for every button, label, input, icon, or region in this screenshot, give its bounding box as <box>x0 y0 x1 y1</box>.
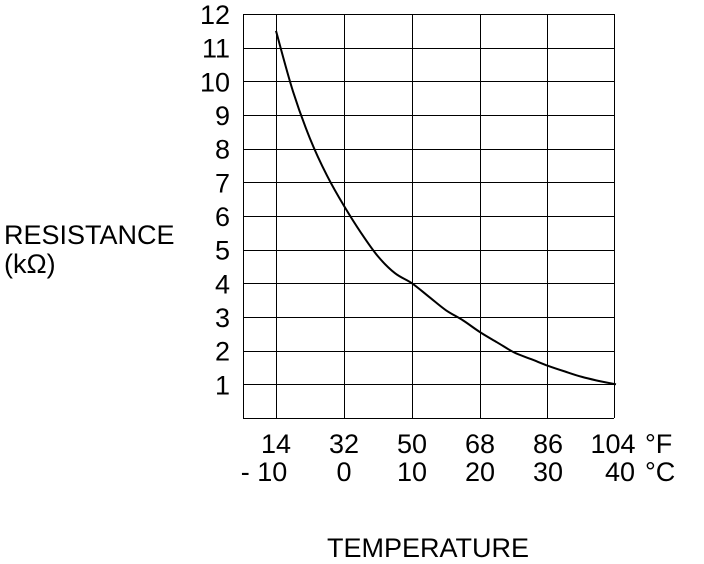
y-tick-label: 4 <box>215 269 230 299</box>
x-tick-label-f: 50 <box>397 429 427 459</box>
x-tick-label-c: 30 <box>533 457 563 487</box>
x-tick-label-c: 10 <box>397 457 427 487</box>
x-tick-label-c: 40 <box>605 457 635 487</box>
y-tick-label: 6 <box>215 202 230 232</box>
x-tick-label-f: 14 <box>261 429 291 459</box>
x-unit-celsius: °C <box>645 457 675 487</box>
resistance-curve <box>275 30 617 386</box>
chart-grid <box>243 14 615 419</box>
y-tick-label: 2 <box>215 337 230 367</box>
y-tick-label: 9 <box>215 101 230 131</box>
y-tick-label: 11 <box>202 34 230 64</box>
x-tick-label-f: 104 <box>590 429 635 459</box>
y-axis-unit: (kΩ) <box>4 249 56 279</box>
y-tick-label: 1 <box>215 370 230 400</box>
x-axis-title: TEMPERATURE <box>327 533 529 563</box>
x-tick-label-f: 86 <box>533 429 563 459</box>
x-unit-fahrenheit: °F <box>645 429 672 459</box>
x-tick-label-f: 68 <box>465 429 495 459</box>
x-tick-label-f: 32 <box>329 429 359 459</box>
y-tick-label: 7 <box>215 168 230 198</box>
y-tick-label: 5 <box>215 236 230 266</box>
x-tick-label-c: 20 <box>465 457 495 487</box>
y-tick-label: 10 <box>200 67 230 97</box>
y-tick-label: 8 <box>215 135 230 165</box>
y-tick-label: 3 <box>215 303 230 333</box>
y-axis-title: RESISTANCE <box>4 220 175 250</box>
y-tick-label: 12 <box>200 0 230 30</box>
x-tick-label-c: - 10 <box>241 457 288 487</box>
x-tick-label-c: 0 <box>336 457 351 487</box>
